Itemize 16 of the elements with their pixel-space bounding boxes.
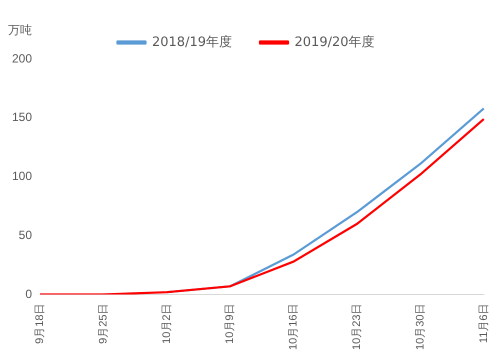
x-tick-label: 10月2日 bbox=[160, 304, 173, 344]
y-tick-label: 150 bbox=[12, 110, 32, 124]
x-tick-label: 10月16日 bbox=[288, 304, 300, 350]
x-tick-label: 9月25日 bbox=[97, 304, 110, 344]
y-tick-label: 200 bbox=[12, 51, 32, 66]
y-axis-title: 万吨 bbox=[8, 22, 32, 39]
x-tick-label: 9月18日 bbox=[34, 304, 46, 344]
legend-label: 2018/19年度 bbox=[152, 34, 232, 50]
y-tick-label: 0 bbox=[25, 286, 32, 301]
legend-label: 2019/20年度 bbox=[294, 34, 375, 50]
y-tick-label: 50 bbox=[18, 228, 32, 242]
x-tick-label: 10月9日 bbox=[224, 304, 236, 344]
x-tick-label: 11月6日 bbox=[478, 304, 490, 344]
x-tick-label: 10月30日 bbox=[414, 304, 426, 350]
x-tick-label: 10月23日 bbox=[351, 304, 364, 350]
y-tick-label: 100 bbox=[12, 169, 32, 184]
